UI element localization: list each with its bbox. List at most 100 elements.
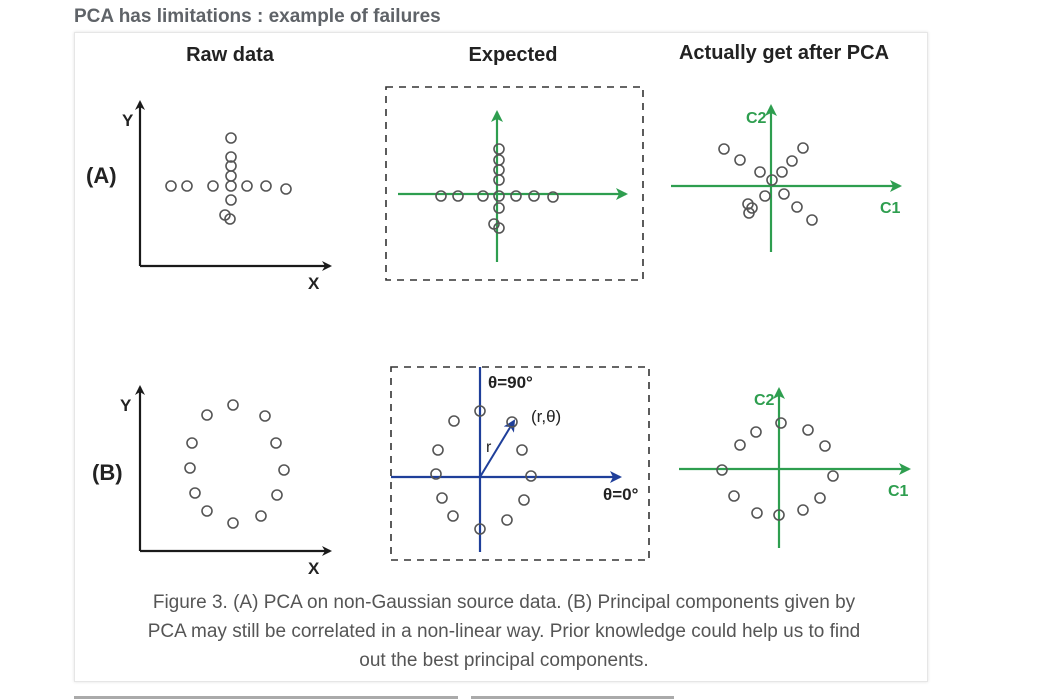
data-point — [227, 517, 239, 529]
data-point — [201, 505, 213, 517]
data-point — [493, 174, 505, 186]
data-point — [501, 514, 513, 526]
data-point — [225, 180, 237, 192]
row-label-b: (B) — [92, 460, 123, 485]
data-point — [225, 170, 237, 182]
data-point — [718, 143, 730, 155]
data-point — [775, 417, 787, 429]
data-point — [510, 190, 522, 202]
expected-b-axes — [391, 367, 622, 552]
data-point — [447, 510, 459, 522]
expected-b-points — [430, 405, 537, 535]
data-point — [802, 424, 814, 436]
expected-a-points — [435, 143, 559, 234]
data-point — [474, 405, 486, 417]
data-point — [165, 180, 177, 192]
data-point — [797, 142, 809, 154]
expected-a-axes — [398, 110, 628, 262]
row-label-a: (A) — [86, 163, 117, 188]
raw-b-x-label: X — [308, 559, 320, 578]
raw-b-y-label: Y — [120, 396, 132, 415]
data-point — [259, 410, 271, 422]
data-point — [750, 426, 762, 438]
data-point — [786, 155, 798, 167]
data-point — [474, 523, 486, 535]
actual-b-points — [716, 417, 839, 521]
data-point — [271, 489, 283, 501]
caption-line-2: PCA may still be correlated in a non-lin… — [147, 621, 861, 642]
column-title-actual: Actually get after PCA — [678, 42, 890, 64]
data-point — [516, 444, 528, 456]
data-point — [493, 222, 505, 234]
data-point — [493, 154, 505, 166]
data-point — [189, 487, 201, 499]
data-point — [734, 154, 746, 166]
data-point — [255, 510, 267, 522]
raw-a-y-label: Y — [122, 111, 134, 130]
raw-data-b-axes — [135, 385, 332, 556]
data-point — [493, 190, 505, 202]
actual-b-axes — [679, 387, 911, 548]
data-point — [759, 190, 771, 202]
data-point — [280, 183, 292, 195]
figure-frame — [74, 32, 928, 682]
column-title-raw-data: Raw data — [186, 44, 274, 66]
data-point — [225, 151, 237, 163]
data-point — [791, 201, 803, 213]
actual-b-c1-label: C1 — [888, 483, 909, 500]
data-point — [452, 190, 464, 202]
actual-a-c1-label: C1 — [880, 200, 901, 217]
raw-data-a-axes — [135, 100, 332, 271]
data-point — [225, 132, 237, 144]
theta-0-label: θ=0° — [603, 485, 639, 504]
data-point — [814, 492, 826, 504]
data-point — [278, 464, 290, 476]
actual-a-axes — [671, 104, 902, 252]
data-point — [743, 207, 755, 219]
data-point — [493, 143, 505, 155]
column-title-expected: Expected — [468, 44, 558, 66]
caption-line-1: Figure 3. (A) PCA on non-Gaussian source… — [152, 592, 856, 613]
data-point — [716, 464, 728, 476]
data-point — [766, 174, 778, 186]
caption-line-3: out the best principal components. — [359, 650, 649, 671]
data-point — [430, 468, 442, 480]
data-point — [435, 190, 447, 202]
data-point — [207, 180, 219, 192]
data-point — [528, 190, 540, 202]
data-point — [525, 470, 537, 482]
cropped-text-fragment — [74, 692, 674, 700]
expected-a-dashed-frame — [385, 86, 644, 281]
actual-a-c2-label: C2 — [746, 110, 767, 127]
raw-a-points — [165, 132, 292, 225]
data-point — [797, 504, 809, 516]
raw-a-x-label: X — [308, 274, 320, 293]
data-point — [806, 214, 818, 226]
data-point — [506, 416, 518, 428]
data-point — [432, 444, 444, 456]
data-point — [728, 490, 740, 502]
data-point — [547, 191, 559, 203]
data-point — [493, 202, 505, 214]
data-point — [448, 415, 460, 427]
actual-a-points — [718, 142, 818, 226]
figure-caption: Figure 3. (A) PCA on non-Gaussian source… — [84, 588, 924, 675]
data-point — [436, 492, 448, 504]
data-point — [241, 180, 253, 192]
data-point — [227, 399, 239, 411]
data-point — [742, 198, 754, 210]
raw-b-points — [184, 399, 290, 529]
data-point — [778, 188, 790, 200]
data-point — [751, 507, 763, 519]
data-point — [201, 409, 213, 421]
radius-label: r — [486, 439, 492, 456]
actual-b-c2-label: C2 — [754, 392, 775, 409]
data-point — [270, 437, 282, 449]
data-point — [184, 462, 196, 474]
data-point — [819, 440, 831, 452]
data-point — [225, 194, 237, 206]
data-point — [224, 213, 236, 225]
data-point — [827, 470, 839, 482]
data-point — [754, 166, 766, 178]
